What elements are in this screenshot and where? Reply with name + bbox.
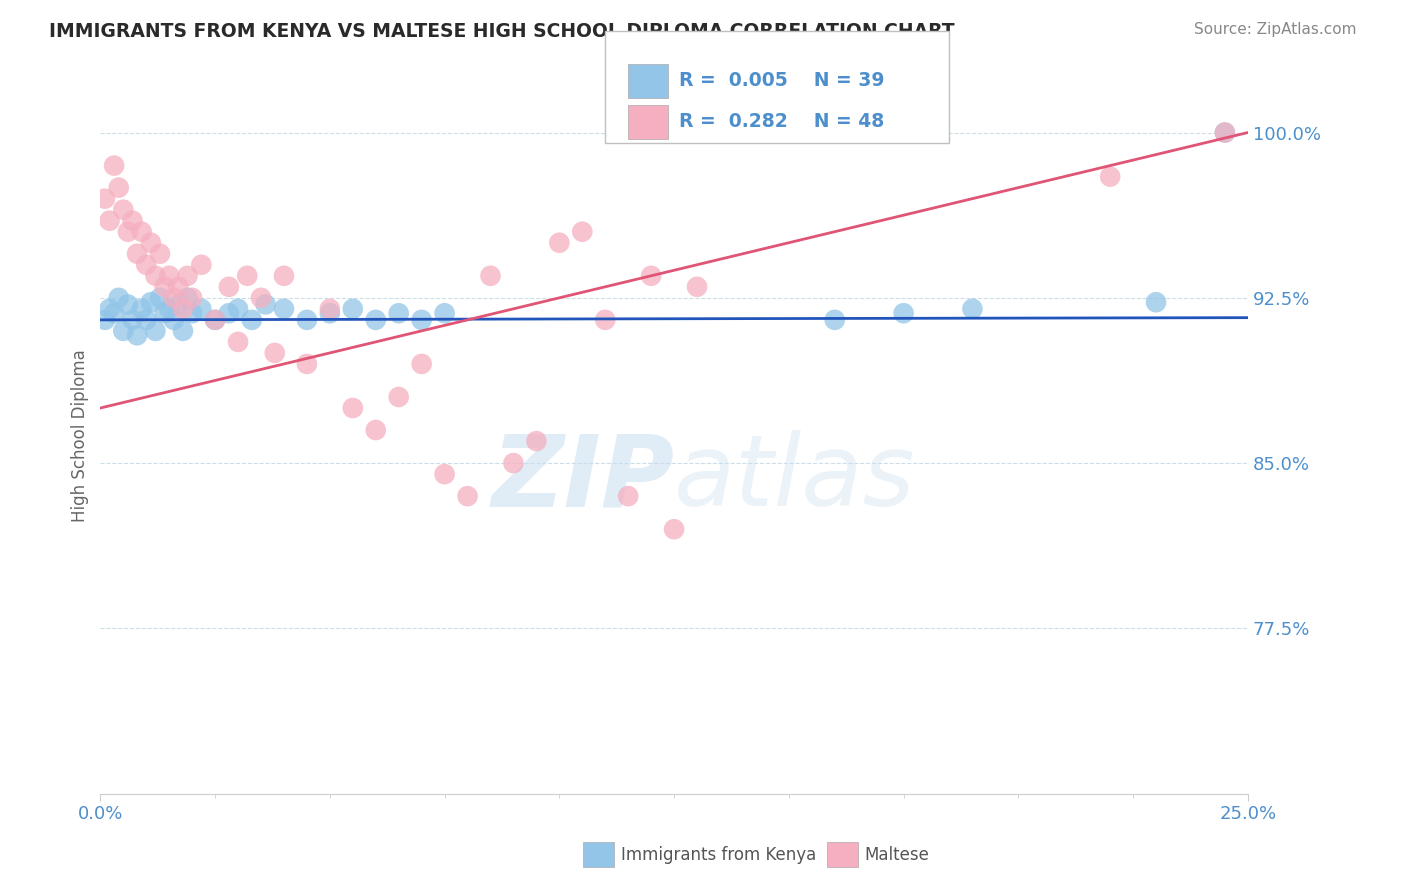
Point — [204, 313, 226, 327]
Text: Immigrants from Kenya: Immigrants from Kenya — [621, 846, 817, 863]
Point — [226, 301, 249, 316]
Point — [163, 291, 186, 305]
Point — [103, 306, 125, 320]
Point — [433, 467, 456, 482]
Point — [364, 423, 387, 437]
Point — [824, 313, 846, 327]
Text: atlas: atlas — [673, 430, 915, 527]
Point — [342, 401, 364, 415]
Point — [273, 268, 295, 283]
Point — [226, 334, 249, 349]
Point — [218, 306, 240, 320]
Point — [157, 301, 180, 316]
Point — [131, 225, 153, 239]
Point — [526, 434, 548, 448]
Point — [962, 301, 984, 316]
Point — [98, 301, 121, 316]
Point — [176, 268, 198, 283]
Point — [145, 268, 167, 283]
Point — [388, 306, 411, 320]
Y-axis label: High School Diploma: High School Diploma — [72, 349, 89, 522]
Point — [263, 346, 285, 360]
Point — [107, 291, 129, 305]
Point — [172, 301, 194, 316]
Point — [149, 246, 172, 260]
Point — [593, 313, 616, 327]
Point — [240, 313, 263, 327]
Point — [153, 306, 176, 320]
Point — [181, 291, 204, 305]
Point — [548, 235, 571, 250]
Point — [502, 456, 524, 470]
Point — [121, 213, 143, 227]
Text: R =  0.005    N = 39: R = 0.005 N = 39 — [679, 71, 884, 90]
Point — [479, 268, 502, 283]
Point — [893, 306, 915, 320]
Point — [273, 301, 295, 316]
Point — [121, 313, 143, 327]
Point — [135, 313, 157, 327]
Point — [167, 297, 190, 311]
Point — [411, 313, 433, 327]
Point — [617, 489, 640, 503]
Text: IMMIGRANTS FROM KENYA VS MALTESE HIGH SCHOOL DIPLOMA CORRELATION CHART: IMMIGRANTS FROM KENYA VS MALTESE HIGH SC… — [49, 22, 955, 41]
Point — [172, 324, 194, 338]
Point — [1144, 295, 1167, 310]
Point — [125, 246, 148, 260]
Point — [1099, 169, 1122, 184]
Text: Maltese: Maltese — [865, 846, 929, 863]
Point — [112, 202, 135, 217]
Point — [149, 291, 172, 305]
Point — [94, 313, 117, 327]
Point — [295, 313, 318, 327]
Point — [388, 390, 411, 404]
Point — [254, 297, 277, 311]
Text: R =  0.282    N = 48: R = 0.282 N = 48 — [679, 112, 884, 131]
Point — [117, 297, 139, 311]
Point — [94, 192, 117, 206]
Point — [107, 180, 129, 194]
Point — [190, 258, 212, 272]
Point — [364, 313, 387, 327]
Point — [662, 522, 685, 536]
Point — [157, 268, 180, 283]
Point — [411, 357, 433, 371]
Point — [125, 328, 148, 343]
Point — [218, 280, 240, 294]
Point — [163, 313, 186, 327]
Point — [236, 268, 259, 283]
Point — [457, 489, 479, 503]
Point — [686, 280, 709, 294]
Point — [640, 268, 662, 283]
Point — [204, 313, 226, 327]
Point — [135, 258, 157, 272]
Point — [153, 280, 176, 294]
Point — [295, 357, 318, 371]
Point — [112, 324, 135, 338]
Point — [181, 306, 204, 320]
Point — [433, 306, 456, 320]
Point — [190, 301, 212, 316]
Point — [176, 291, 198, 305]
Text: ZIP: ZIP — [491, 430, 673, 527]
Point — [250, 291, 273, 305]
Point — [103, 159, 125, 173]
Point — [139, 295, 162, 310]
Point — [117, 225, 139, 239]
Point — [139, 235, 162, 250]
Point — [1213, 126, 1236, 140]
Text: Source: ZipAtlas.com: Source: ZipAtlas.com — [1194, 22, 1357, 37]
Point — [131, 301, 153, 316]
Point — [145, 324, 167, 338]
Point — [342, 301, 364, 316]
Point — [98, 213, 121, 227]
Point — [167, 280, 190, 294]
Point — [571, 225, 593, 239]
Point — [1213, 126, 1236, 140]
Point — [319, 306, 342, 320]
Point — [319, 301, 342, 316]
